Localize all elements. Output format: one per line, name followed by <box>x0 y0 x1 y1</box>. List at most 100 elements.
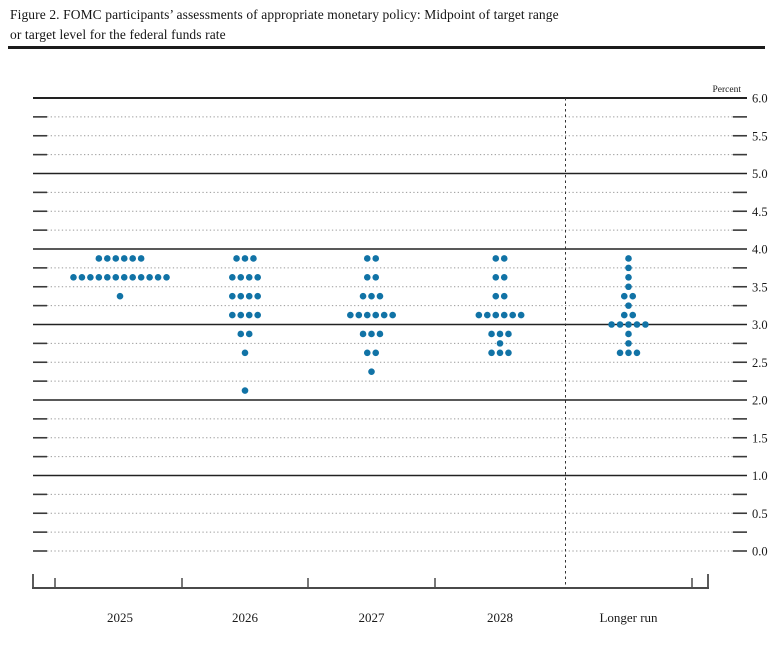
dot <box>372 274 380 281</box>
dot <box>241 387 249 394</box>
dot <box>492 311 500 319</box>
dot <box>229 311 236 319</box>
title-rule <box>8 46 765 49</box>
dot <box>492 292 500 300</box>
dot <box>642 321 649 328</box>
y-axis-label: 5.5 <box>752 129 768 143</box>
dot <box>376 292 384 300</box>
y-axis-label: 0.0 <box>752 545 768 559</box>
y-axis-label: 3.0 <box>752 318 768 332</box>
y-axis-label: 4.5 <box>752 205 768 219</box>
dot <box>254 274 261 281</box>
dot <box>509 311 516 319</box>
dot <box>625 283 632 291</box>
dot <box>389 311 396 319</box>
y-axis-label: 1.0 <box>752 469 768 483</box>
dot <box>620 292 628 300</box>
dot <box>368 368 375 375</box>
dot <box>229 292 236 300</box>
dot <box>608 321 615 328</box>
dot <box>363 255 371 262</box>
dot <box>368 292 375 300</box>
dot <box>505 349 512 357</box>
dot <box>359 330 367 338</box>
dot <box>492 274 500 281</box>
dot <box>137 255 145 262</box>
dot <box>625 340 632 347</box>
dot <box>475 311 483 319</box>
dot <box>488 349 495 357</box>
dot <box>629 311 637 319</box>
dot <box>500 274 508 281</box>
dot <box>616 321 624 328</box>
dot <box>620 311 628 319</box>
dot <box>237 330 245 338</box>
dot <box>363 311 371 319</box>
dot <box>359 292 367 300</box>
dot <box>254 311 261 319</box>
dot <box>380 311 388 319</box>
dot <box>517 311 525 319</box>
dot <box>625 330 632 338</box>
x-axis-category-label: 2028 <box>487 610 513 625</box>
dot <box>104 255 111 262</box>
dot <box>112 255 120 262</box>
dot <box>241 255 249 262</box>
dot <box>70 274 77 281</box>
dot <box>95 255 103 262</box>
y-axis-label: 2.5 <box>752 356 768 370</box>
y-axis-label: 2.0 <box>752 394 768 408</box>
dot <box>229 274 236 281</box>
dot <box>245 330 253 338</box>
dot <box>254 292 261 300</box>
dot <box>484 311 491 319</box>
dot <box>505 330 512 338</box>
dot <box>233 255 240 262</box>
dot <box>347 311 354 319</box>
dot <box>616 349 624 357</box>
dot <box>355 311 363 319</box>
dot <box>237 292 245 300</box>
dot <box>363 349 371 357</box>
dot <box>372 255 380 262</box>
dot <box>496 349 504 357</box>
dot <box>500 255 508 262</box>
dot <box>625 264 632 272</box>
dot <box>104 274 111 281</box>
dot <box>368 330 375 338</box>
dot <box>625 255 632 262</box>
dot <box>625 349 632 357</box>
dot <box>500 292 508 300</box>
dot <box>95 274 103 281</box>
dot <box>120 274 128 281</box>
dot <box>245 274 253 281</box>
dot <box>154 274 162 281</box>
y-axis-label: 0.5 <box>752 507 768 521</box>
dot <box>496 330 504 338</box>
dot <box>129 274 136 281</box>
dot <box>146 274 153 281</box>
dot <box>625 321 632 328</box>
y-axis-label: 1.5 <box>752 431 768 445</box>
y-axis-label: 3.5 <box>752 280 768 294</box>
dot <box>120 255 128 262</box>
dot <box>492 255 500 262</box>
unit-label: Percent <box>713 85 742 95</box>
dot <box>241 349 249 357</box>
dot <box>625 274 632 281</box>
dot <box>500 311 508 319</box>
dot <box>245 311 253 319</box>
figure-title-line2: or target level for the federal funds ra… <box>10 27 226 43</box>
dot <box>372 311 380 319</box>
dot <box>245 292 253 300</box>
dot <box>129 255 136 262</box>
dot <box>496 340 504 347</box>
y-axis-label: 4.0 <box>752 243 768 257</box>
dot <box>376 330 384 338</box>
dot <box>237 274 245 281</box>
dot <box>372 349 380 357</box>
x-axis-category-label: 2025 <box>107 610 133 625</box>
dot <box>488 330 495 338</box>
dot <box>116 292 124 300</box>
